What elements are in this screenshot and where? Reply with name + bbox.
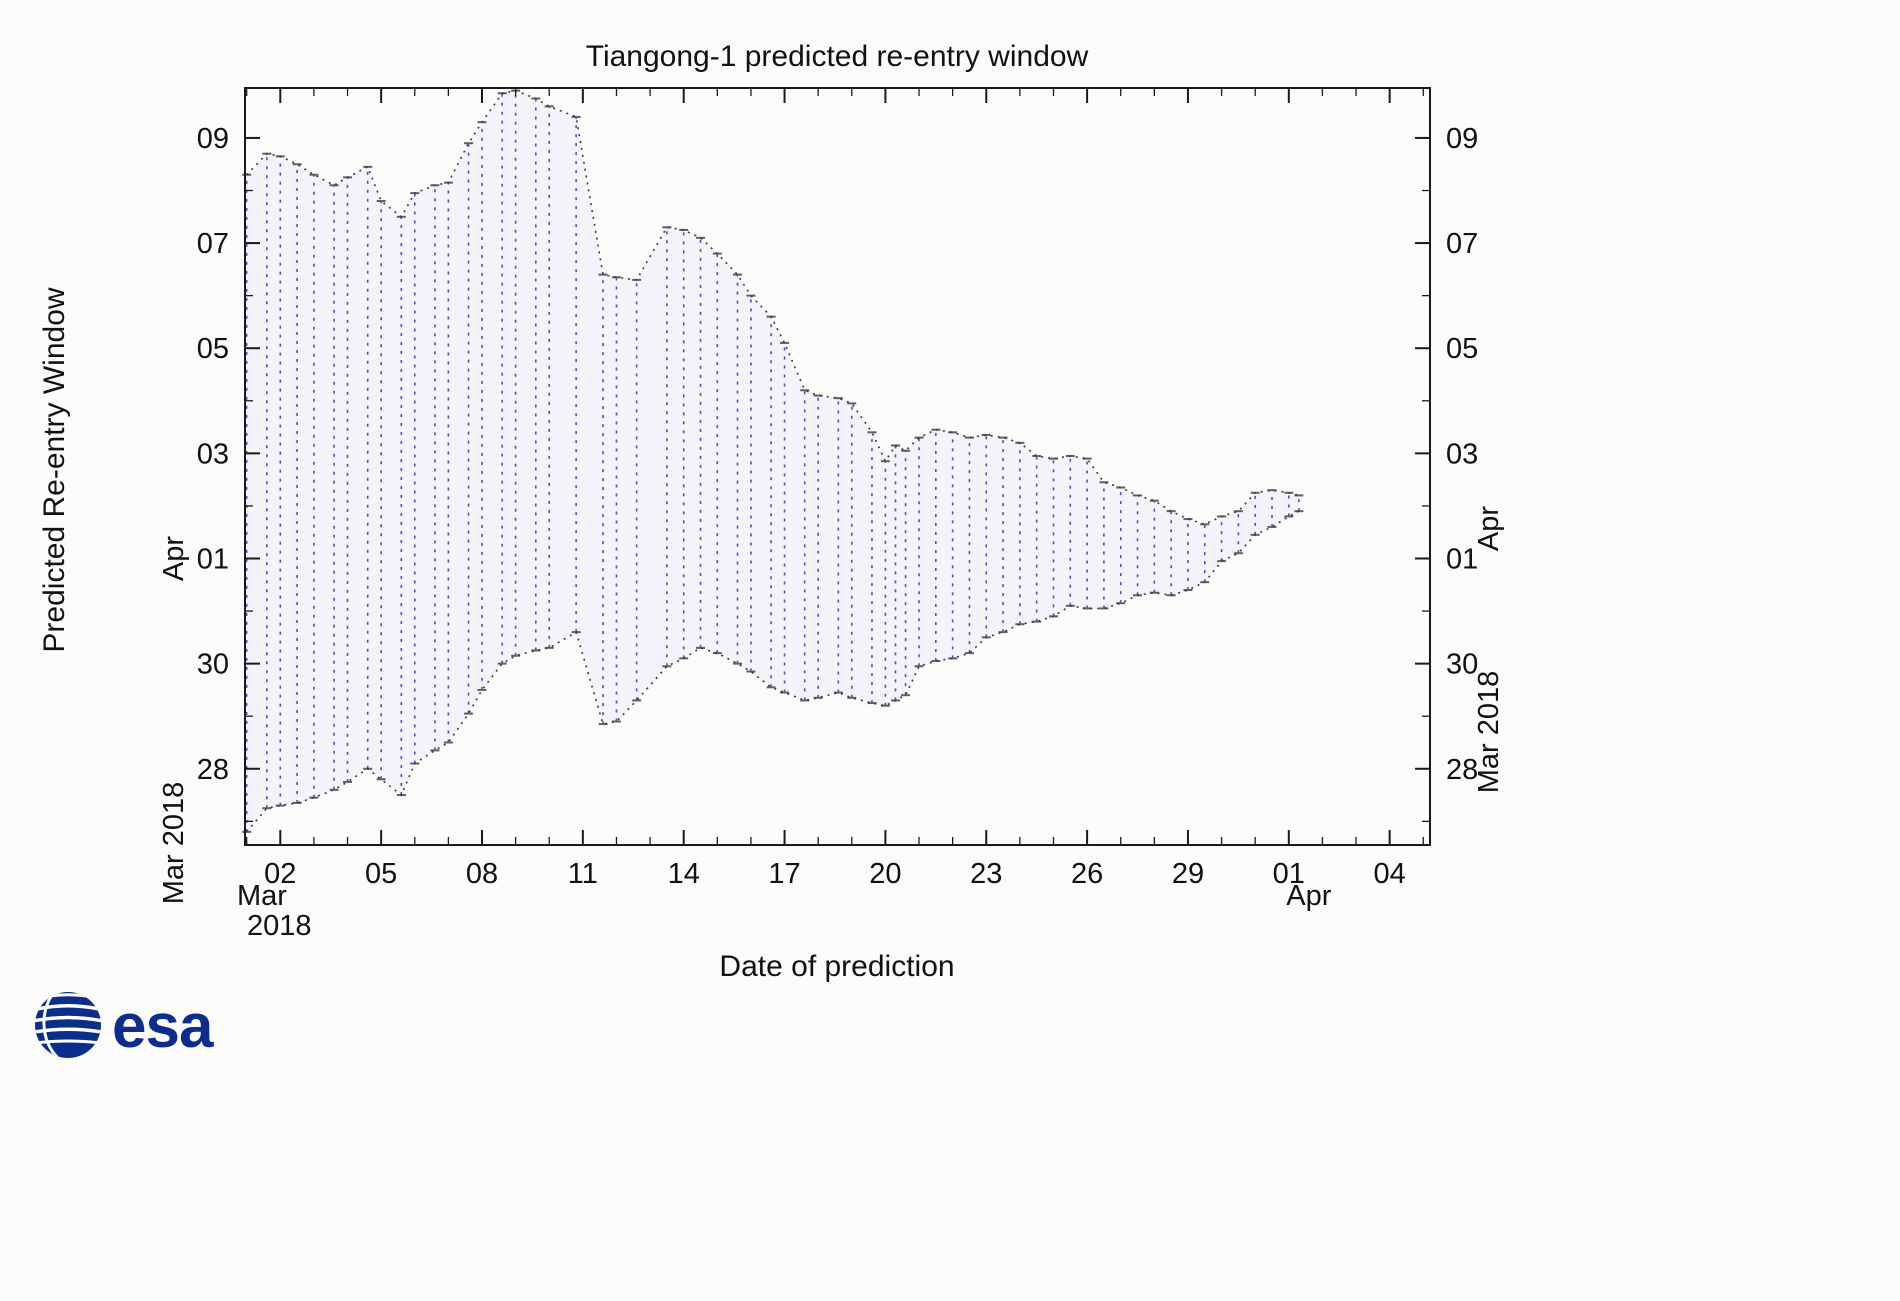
x-axis-month-end: Apr <box>1286 880 1331 912</box>
upper-envelope <box>246 89 1300 526</box>
x-axis-year-start: 2018 <box>247 910 312 942</box>
y-tick-label-right: 01 <box>1446 543 1478 575</box>
y-axis-monthyear-right: Mar 2018 <box>1473 671 1505 794</box>
y-tick-label-left: 07 <box>197 228 229 260</box>
x-tick-label: 29 <box>1172 858 1204 890</box>
x-tick-label: 08 <box>466 858 498 890</box>
y-tick-label-right: 28 <box>1446 754 1478 786</box>
esa-logo: esa <box>35 992 215 1061</box>
y-axis-month-right: Apr <box>1473 506 1505 551</box>
chart-title: Tiangong-1 predicted re-entry window <box>585 40 1089 73</box>
window-band <box>246 90 1299 832</box>
y-tick-label-right: 07 <box>1446 228 1478 260</box>
lower-envelope <box>246 510 1300 833</box>
plot-frame <box>244 87 1431 846</box>
x-tick-label: 02 <box>264 858 296 890</box>
y-tick-label-left: 03 <box>197 438 229 470</box>
x-tick-label: 14 <box>668 858 700 890</box>
y-tick-label-right: 03 <box>1446 438 1478 470</box>
y-tick-label-left: 28 <box>197 754 229 786</box>
x-tick-label: 17 <box>768 858 800 890</box>
x-tick-label: 20 <box>869 858 901 890</box>
x-tick-label: 26 <box>1071 858 1103 890</box>
x-axis-title: Date of prediction <box>719 950 955 983</box>
x-tick-label: 01 <box>1273 858 1305 890</box>
esa-wordmark: esa <box>112 992 214 1061</box>
y-tick-label-left: 05 <box>197 333 229 365</box>
x-tick-label: 23 <box>970 858 1002 890</box>
x-tick-label: 11 <box>568 858 598 890</box>
y-tick-label-left: 01 <box>197 543 229 575</box>
y-tick-label-left: 30 <box>197 649 229 681</box>
x-tick-label: 05 <box>365 858 397 890</box>
y-axis-monthyear-left: Mar 2018 <box>158 782 190 905</box>
y-tick-label-right: 09 <box>1446 123 1478 155</box>
x-axis-month-start: Mar <box>237 880 287 912</box>
y-axis-month-left: Apr <box>158 536 190 581</box>
x-tick-label: 04 <box>1374 858 1406 890</box>
y-tick-label-left: 09 <box>197 123 229 155</box>
y-tick-label-right: 05 <box>1446 333 1478 365</box>
y-tick-label-right: 30 <box>1446 649 1478 681</box>
